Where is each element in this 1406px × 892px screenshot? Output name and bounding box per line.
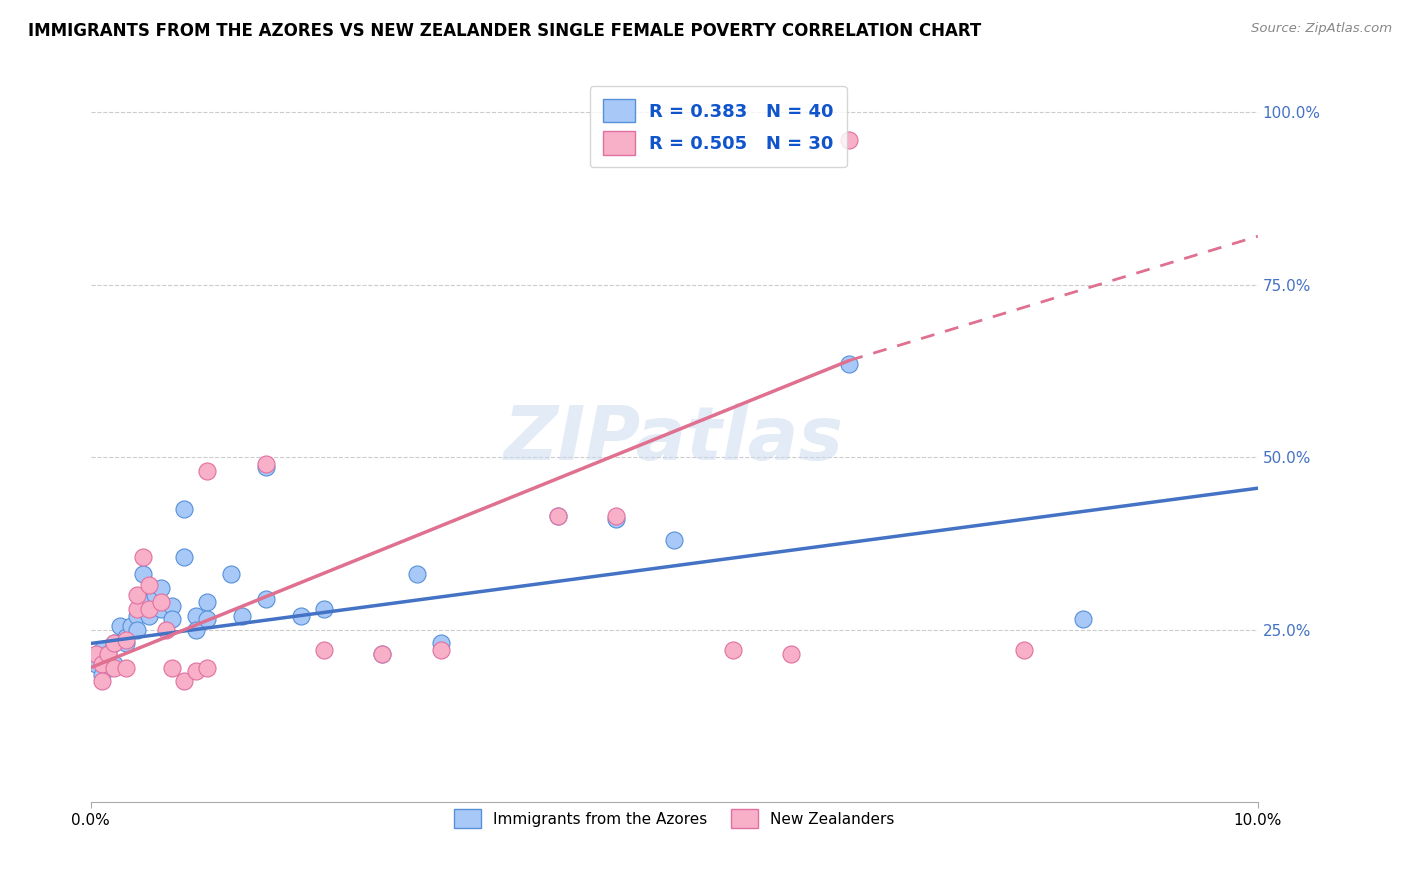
Point — [721, 643, 744, 657]
Point — [290, 608, 312, 623]
Point — [162, 660, 184, 674]
Point — [1071, 612, 1094, 626]
Point — [149, 595, 172, 609]
Point — [103, 657, 125, 672]
Text: Source: ZipAtlas.com: Source: ZipAtlas.com — [1251, 22, 1392, 36]
Point — [162, 612, 184, 626]
Point — [184, 623, 207, 637]
Point — [173, 550, 195, 565]
Point — [127, 588, 149, 602]
Point — [254, 591, 277, 606]
Point — [430, 643, 453, 657]
Point — [97, 647, 120, 661]
Point — [430, 636, 453, 650]
Point — [138, 602, 160, 616]
Point — [664, 533, 686, 547]
Point — [138, 578, 160, 592]
Point — [371, 647, 394, 661]
Point — [132, 550, 155, 565]
Point — [605, 508, 627, 523]
Point — [195, 595, 218, 609]
Point — [149, 581, 172, 595]
Point — [103, 660, 125, 674]
Point — [195, 464, 218, 478]
Point — [149, 602, 172, 616]
Point — [114, 636, 136, 650]
Point — [91, 643, 114, 657]
Point — [127, 608, 149, 623]
Point — [155, 623, 177, 637]
Point — [132, 567, 155, 582]
Point — [91, 674, 114, 689]
Point — [108, 619, 131, 633]
Point — [195, 612, 218, 626]
Point — [114, 660, 136, 674]
Point — [127, 602, 149, 616]
Point — [1014, 643, 1036, 657]
Point — [121, 619, 143, 633]
Point — [184, 608, 207, 623]
Point — [838, 132, 860, 146]
Point — [605, 512, 627, 526]
Point — [138, 608, 160, 623]
Point — [138, 595, 160, 609]
Point — [91, 667, 114, 681]
Point — [114, 630, 136, 644]
Point — [547, 508, 569, 523]
Point — [219, 567, 242, 582]
Point — [127, 623, 149, 637]
Point — [97, 647, 120, 661]
Point — [143, 588, 166, 602]
Point — [195, 660, 218, 674]
Point — [312, 643, 335, 657]
Point — [547, 508, 569, 523]
Point — [86, 657, 108, 672]
Point — [312, 602, 335, 616]
Point — [114, 633, 136, 648]
Point — [254, 460, 277, 475]
Text: IMMIGRANTS FROM THE AZORES VS NEW ZEALANDER SINGLE FEMALE POVERTY CORRELATION CH: IMMIGRANTS FROM THE AZORES VS NEW ZEALAN… — [28, 22, 981, 40]
Point — [162, 599, 184, 613]
Legend: Immigrants from the Azores, New Zealanders: Immigrants from the Azores, New Zealande… — [447, 803, 901, 835]
Point — [406, 567, 429, 582]
Point — [173, 501, 195, 516]
Point — [173, 674, 195, 689]
Text: ZIPatlas: ZIPatlas — [505, 403, 844, 476]
Point — [371, 647, 394, 661]
Point — [231, 608, 253, 623]
Point — [103, 636, 125, 650]
Point — [838, 357, 860, 371]
Point — [254, 457, 277, 471]
Point — [780, 647, 803, 661]
Point — [91, 657, 114, 672]
Point — [184, 664, 207, 678]
Point — [86, 647, 108, 661]
Point — [103, 636, 125, 650]
